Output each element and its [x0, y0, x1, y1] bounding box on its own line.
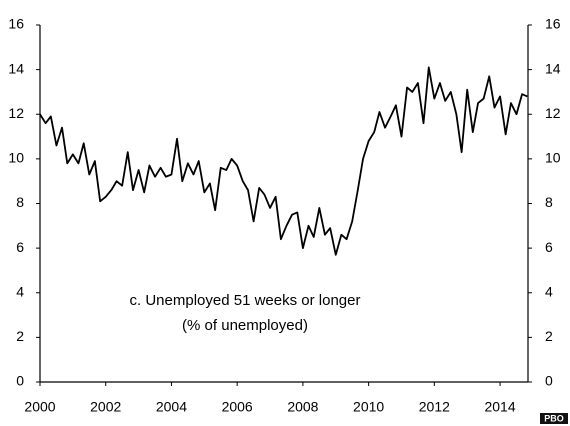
- watermark: PBO: [544, 413, 564, 423]
- annotation: (% of unemployed): [182, 317, 308, 334]
- x-tick-label: 2006: [222, 399, 253, 415]
- y-tick-label: 0: [16, 373, 24, 389]
- y-tick-label: 12: [8, 105, 24, 121]
- y-tick-label: 14: [8, 60, 24, 76]
- y-tick-label: 16: [8, 16, 24, 32]
- y2-tick-label: 6: [545, 239, 553, 255]
- y2-tick-label: 8: [545, 194, 553, 210]
- y2-tick-label: 14: [545, 60, 561, 76]
- y2-tick-label: 16: [545, 16, 561, 32]
- x-tick-label: 2012: [419, 399, 450, 415]
- y-tick-label: 10: [8, 150, 24, 166]
- x-tick-label: 2010: [353, 399, 384, 415]
- y2-tick-label: 2: [545, 328, 553, 344]
- y2-tick-label: 12: [545, 105, 561, 121]
- y2-tick-label: 0: [545, 373, 553, 389]
- watermark-box: [540, 413, 568, 424]
- x-tick-label: 2008: [287, 399, 318, 415]
- y2-tick-label: 10: [545, 150, 561, 166]
- y-tick-label: 4: [16, 283, 24, 299]
- x-tick-label: 2000: [24, 399, 55, 415]
- x-tick-label: 2014: [484, 399, 515, 415]
- y-tick-label: 2: [16, 328, 24, 344]
- y-tick-label: 8: [16, 194, 24, 210]
- annotation: c. Unemployed 51 weeks or longer: [130, 292, 361, 309]
- y-tick-label: 6: [16, 239, 24, 255]
- x-tick-label: 2004: [156, 399, 187, 415]
- x-tick-label: 2002: [90, 399, 121, 415]
- data-line: [39, 66, 528, 256]
- y2-tick-label: 4: [545, 283, 553, 299]
